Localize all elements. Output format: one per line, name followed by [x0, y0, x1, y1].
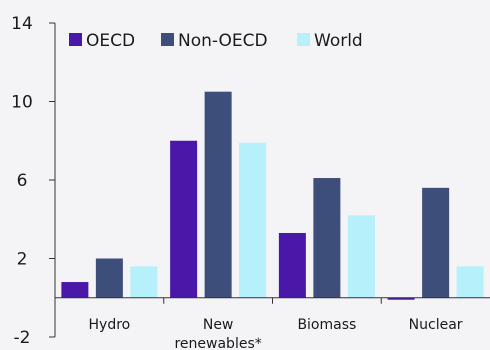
y-tick-label: 14 [11, 14, 33, 34]
bar-non-oecd [422, 187, 450, 298]
legend-label: Non-OECD [178, 31, 268, 51]
bar-world [130, 266, 158, 298]
legend-swatch [161, 33, 174, 46]
labels: 14 10 6 2 -2 Hydro New renewables* Biomass Nuclea… [11, 14, 463, 350]
bar-oecd [170, 140, 198, 298]
legend-label: World [314, 31, 363, 51]
bar-world [239, 142, 267, 298]
y-tick-label: 2 [17, 250, 28, 270]
legend: OECD Non-OECD World [69, 31, 363, 51]
legend-swatch [297, 33, 310, 46]
legend-label: OECD [86, 31, 135, 51]
x-category-label: Nuclear [409, 317, 463, 333]
x-category-label: renewables* [174, 336, 261, 350]
x-category-label: Hydro [89, 317, 131, 333]
y-tick-label: 10 [11, 93, 33, 113]
bar-non-oecd [204, 91, 232, 298]
bar-oecd [61, 282, 89, 298]
bars [61, 91, 484, 300]
bar-non-oecd [313, 178, 341, 298]
x-category-label: New [203, 317, 234, 333]
y-tick-label: 6 [17, 171, 28, 191]
legend-swatch [69, 33, 82, 46]
bar-non-oecd [95, 258, 123, 298]
axes [49, 22, 490, 338]
bar-world [347, 215, 375, 298]
bar-oecd [278, 232, 306, 298]
bar-oecd [387, 297, 415, 300]
y-tick-label: -2 [14, 328, 31, 348]
x-category-label: Biomass [297, 317, 356, 333]
bar-world [456, 266, 484, 298]
